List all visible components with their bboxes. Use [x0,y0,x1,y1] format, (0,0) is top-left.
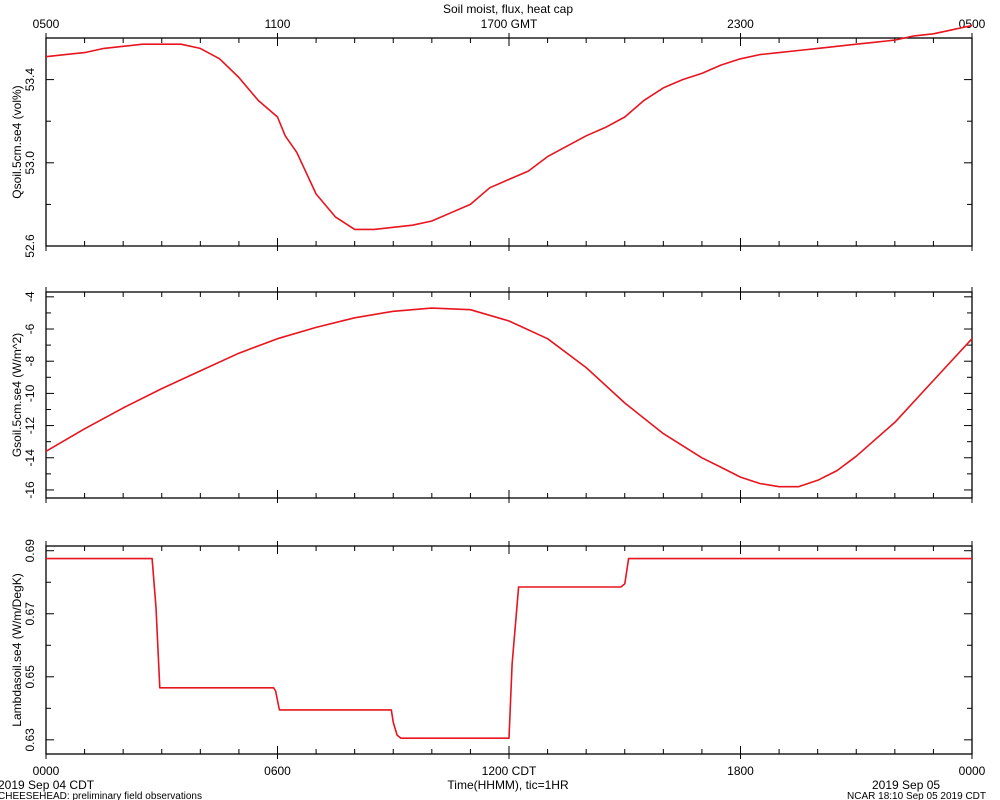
y-tick-label: -8 [23,356,37,367]
bottom-tick-label: 0000 [33,764,60,778]
top-axis-labels: 0500 1100 1700 GMT 2300 0500 [33,17,986,31]
y-tick-label: -4 [23,291,37,302]
series-line-panel-3 [46,557,972,740]
y-tick-label: 53.0 [23,151,37,175]
y-axis-label: Qsoil.5cm.se4 (vol%) [10,85,24,198]
date-right: 2019 Sep 05 [872,778,940,792]
top-tick-label: 0500 [959,17,986,31]
bottom-tick-label: 0000 [959,764,986,778]
footer-left: CHEESEHEAD: preliminary field observatio… [0,791,202,800]
y-tick-label: 0.69 [23,539,37,563]
top-tick-label: 1100 [265,17,291,31]
chart-title: Soil moist, flux, heat cap [443,2,573,16]
y-tick-label: 53.4 [23,68,37,92]
bottom-axis-labels: 0000 0600 1200 CDT 1800 0000 [33,764,986,778]
y-tick-label: -10 [23,384,37,402]
top-tick-label: 1700 GMT [481,17,538,31]
panel-frame [45,291,973,499]
y-axis-label: Gsoil.5cm.se4 (W/m^2) [10,333,24,457]
series-line-panel-2 [45,307,973,488]
y-tick-label: -6 [23,323,37,334]
bottom-tick-label: 1200 CDT [482,764,537,778]
top-tick-label: 2300 [727,17,754,31]
y-tick-label: 0.65 [23,665,37,689]
x-axis-label: Time(HHMM), tic=1HR [447,778,569,792]
panel-3: 0.63 0.65 0.67 0.69 Lambdasoil.se4 (W/m/DegK… [10,539,973,759]
date-left: 2019 Sep 04 CDT [0,778,95,792]
bottom-tick-label: 0600 [264,764,291,778]
y-tick-label: -14 [23,449,37,467]
panel-2: -16 -14 -12 -10 -8 -6 -4 Gsoil.5cm.se4 (W/m^2) [10,287,973,503]
series-line-panel-1 [45,24,973,231]
y-tick-label: 0.63 [23,728,37,752]
y-axis-label: Lambdasoil.se4 (W/m/DegK) [10,573,24,726]
y-tick-label: -16 [23,481,37,499]
y-tick-label: -12 [23,417,37,435]
y-tick-label: 0.67 [23,602,37,626]
bottom-tick-label: 1800 [727,764,754,778]
footer-right: NCAR 18:10 Sep 05 2019 CDT [847,791,986,800]
y-tick-label: 52.6 [23,234,37,258]
panel-frame [45,37,973,247]
top-tick-label: 0500 [33,17,60,31]
